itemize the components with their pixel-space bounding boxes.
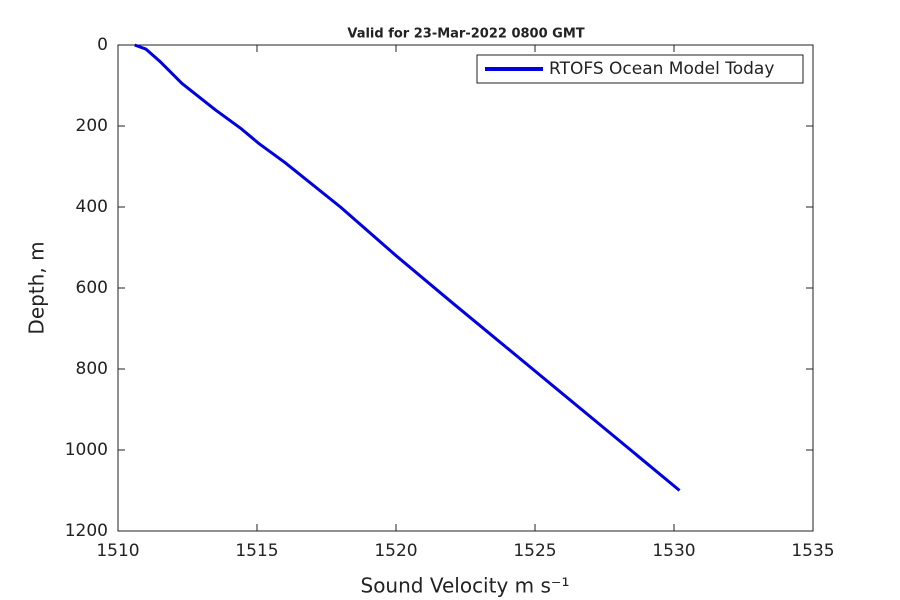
y-tick-label: 200 — [76, 116, 108, 136]
chart-title: Valid for 23-Mar-2022 0800 GMT — [347, 27, 584, 42]
x-tick-label: 1515 — [235, 541, 278, 561]
x-tick-label: 1510 — [96, 541, 139, 561]
x-tick-label: 1525 — [513, 541, 556, 561]
x-tick-label: 1530 — [652, 541, 695, 561]
x-axis-label: Sound Velocity m s⁻¹ — [361, 574, 570, 598]
x-tick-label: 1520 — [374, 541, 417, 561]
y-tick-label: 400 — [76, 197, 108, 217]
y-tick-label: 1000 — [65, 440, 108, 460]
y-tick-label: 1200 — [65, 521, 108, 541]
data-line — [134, 43, 681, 492]
y-tick-label: 0 — [97, 35, 108, 55]
x-tick-label: 1535 — [791, 541, 834, 561]
y-axis-label: Depth, m — [25, 241, 49, 334]
y-tick-label: 800 — [76, 359, 108, 379]
legend-label: RTOFS Ocean Model Today — [549, 59, 774, 79]
y-tick-label: 600 — [76, 278, 108, 298]
